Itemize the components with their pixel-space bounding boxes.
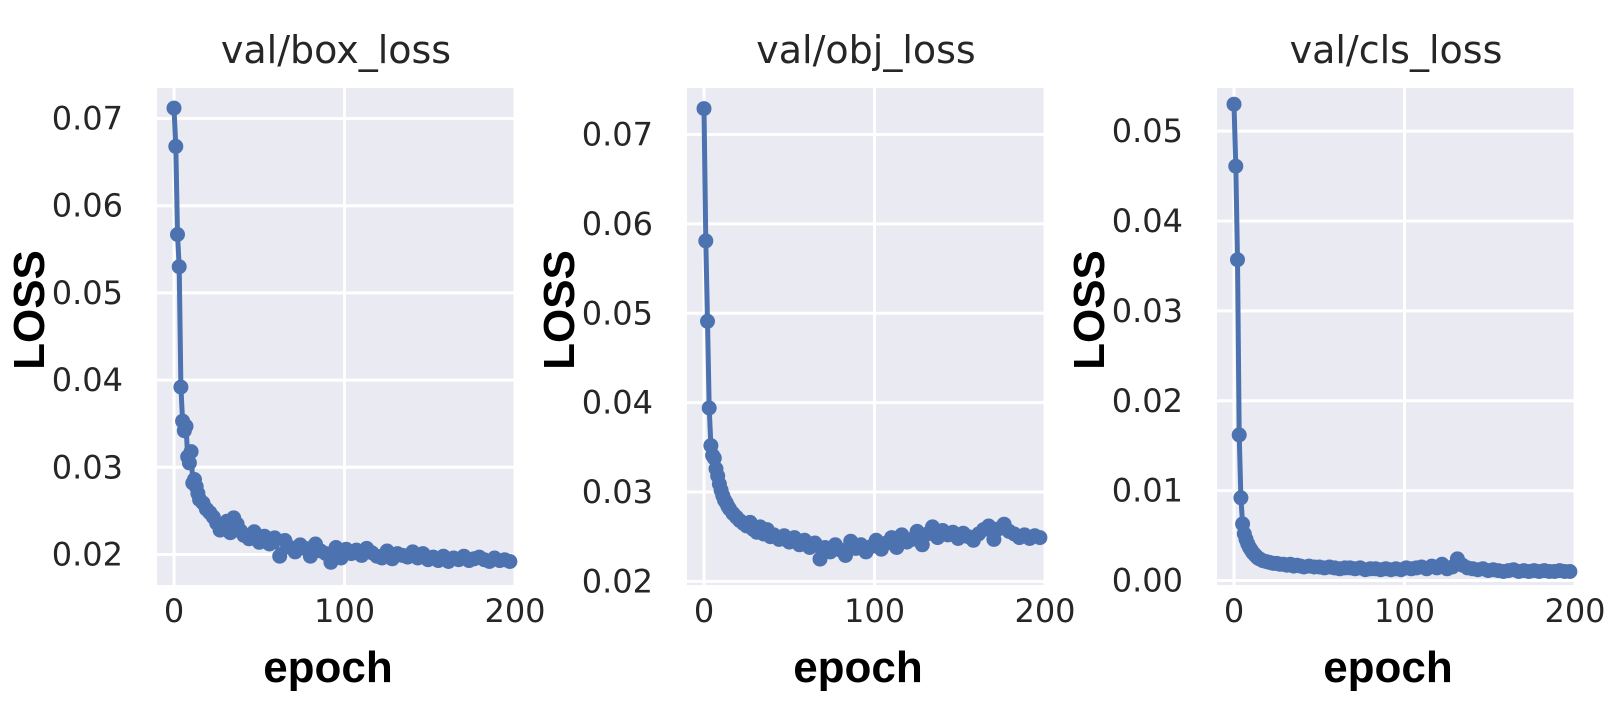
cls-loss-x-tick-label: 200 (1544, 592, 1605, 630)
box-loss-data-point (168, 138, 184, 154)
box-loss-data-point (502, 554, 518, 569)
cls-loss-y-tick-label: 0.02 (1112, 382, 1183, 420)
box-loss-y-tick-label: 0.06 (52, 187, 123, 225)
obj-loss-y-tick-label: 0.03 (582, 473, 653, 511)
cls-loss-y-tick-label: 0.00 (1112, 562, 1183, 600)
obj-loss-x-tick-label: 0 (694, 592, 714, 630)
obj-loss-y-tick-label: 0.02 (582, 562, 653, 600)
box-loss-data-point (166, 100, 182, 116)
obj-loss-y-tick-label: 0.04 (582, 384, 653, 422)
box-loss-y-tick-label: 0.02 (52, 535, 123, 573)
box-loss-x-tick-label: 0 (164, 592, 184, 630)
cls-loss-data-point (1228, 158, 1244, 174)
cls-loss-x-tick-label: 0 (1224, 592, 1244, 630)
cls-loss-data-point (1562, 564, 1578, 579)
cls-loss-plot-area (1217, 88, 1575, 585)
box-loss-y-tick-label: 0.04 (52, 361, 123, 399)
box-loss-x-tick-label: 200 (484, 592, 545, 630)
obj-loss-y-tick-label: 0.06 (582, 205, 653, 243)
obj-loss-y-axis-label: LOSS (535, 250, 584, 370)
box-loss-data-point (173, 379, 189, 395)
cls-loss-data-point (1233, 490, 1249, 506)
box-loss-x-axis-label: epoch (263, 643, 393, 692)
obj-loss-data-point (698, 233, 714, 249)
cls-loss-x-tick-label: 100 (1374, 592, 1435, 630)
obj-loss-data-point (1032, 530, 1048, 546)
box-loss-y-tick-label: 0.03 (52, 448, 123, 486)
cls-loss-data-point (1226, 96, 1242, 112)
box-loss-y-axis-label: LOSS (5, 250, 54, 370)
cls-loss-y-axis-label: LOSS (1065, 250, 1114, 370)
cls-loss-y-tick-label: 0.01 (1112, 472, 1183, 510)
obj-loss-y-tick-label: 0.07 (582, 115, 653, 153)
cls-loss-data-point (1231, 427, 1247, 443)
box-loss-data-point (171, 259, 187, 275)
box-loss-data-point (183, 444, 199, 460)
obj-loss-data-point (700, 313, 715, 329)
cls-loss-panel: 0 100 200 0.00 0.01 0.02 0.03 0.04 0.05 val/cls_l… (1065, 28, 1606, 692)
box-loss-y-tick-label: 0.05 (52, 274, 123, 312)
obj-loss-x-axis-label: epoch (793, 643, 923, 692)
box-loss-data-point (181, 455, 197, 471)
box-loss-title: val/box_loss (221, 28, 451, 72)
cls-loss-y-tick-label: 0.03 (1112, 292, 1183, 330)
box-loss-data-point (272, 548, 288, 564)
obj-loss-plot-area (687, 88, 1045, 585)
obj-loss-data-point (701, 400, 717, 416)
obj-loss-x-tick-label: 200 (1014, 592, 1075, 630)
cls-loss-y-tick-label: 0.05 (1112, 112, 1183, 150)
box-loss-x-tick-label: 100 (314, 592, 375, 630)
cls-loss-y-tick-label: 0.04 (1112, 202, 1183, 240)
cls-loss-data-point (1230, 252, 1245, 268)
obj-loss-data-point (696, 101, 712, 117)
obj-loss-x-tick-label: 100 (844, 592, 905, 630)
box-loss-data-point (178, 418, 194, 434)
box-loss-plot-area (157, 88, 515, 585)
box-loss-panel: 0 100 200 0.02 0.03 0.04 0.05 0.06 0.07 val/box_l… (5, 28, 546, 692)
obj-loss-y-tick-label: 0.05 (582, 294, 653, 332)
obj-loss-panel: 0 100 200 0.02 0.03 0.04 0.05 0.06 0.07 val/obj_l… (535, 28, 1076, 692)
box-loss-y-tick-label: 0.07 (52, 100, 123, 138)
cls-loss-title: val/cls_loss (1290, 28, 1503, 72)
cls-loss-x-axis-label: epoch (1323, 643, 1453, 692)
box-loss-data-point (170, 227, 185, 242)
obj-loss-title: val/obj_loss (756, 28, 975, 72)
